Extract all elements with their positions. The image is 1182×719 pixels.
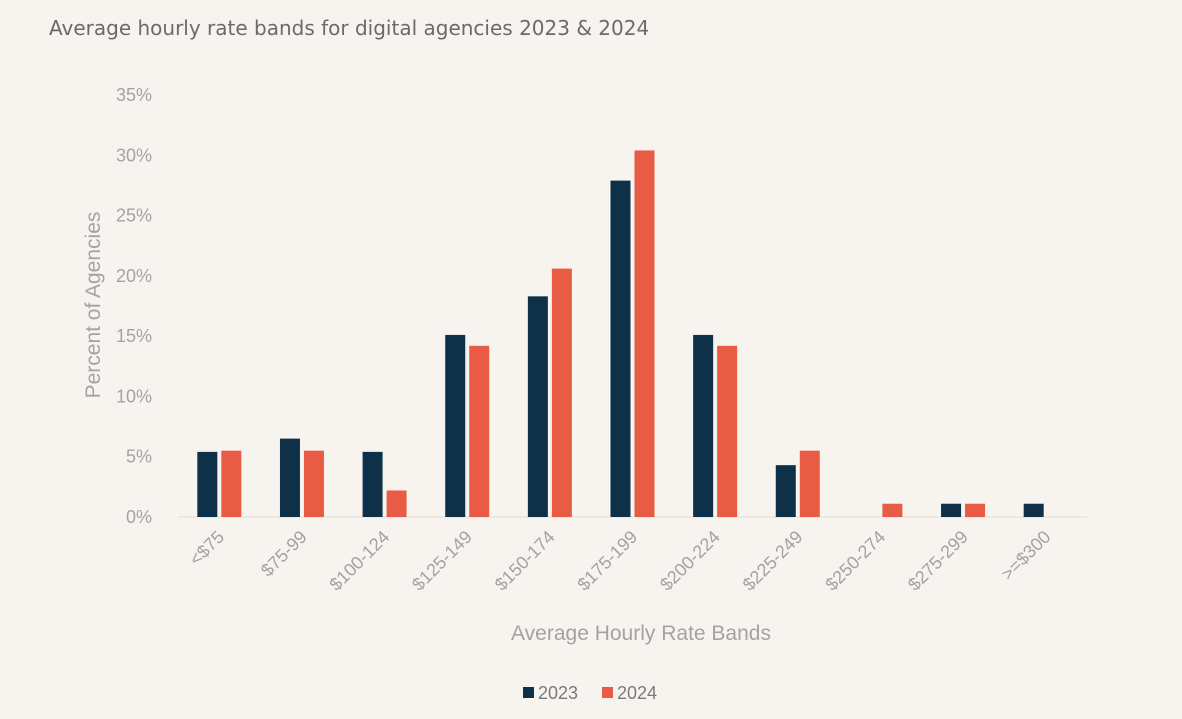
bar-2024 <box>469 345 490 517</box>
bar-2023 <box>693 334 714 517</box>
bars-group <box>197 150 1044 517</box>
bar-2023 <box>1023 503 1044 517</box>
legend-label-2024: 2024 <box>617 683 657 703</box>
bar-2024 <box>634 150 655 517</box>
y-tick-label: 25% <box>116 206 152 226</box>
chart-title: Average hourly rate bands for digital ag… <box>49 16 650 40</box>
bar-2023 <box>445 334 466 517</box>
legend: 2023 2024 <box>523 683 657 703</box>
y-tick-label: 0% <box>126 507 152 527</box>
bar-2023 <box>775 465 796 517</box>
y-tick-label: 15% <box>116 326 152 346</box>
bar-2023 <box>527 296 548 517</box>
x-tick-label: $250-274 <box>821 527 889 595</box>
legend-label-2023: 2023 <box>538 683 578 703</box>
bar-2023 <box>279 438 300 517</box>
x-axis-ticks: <$75 $75-99 $100-124 $125-149 $150-174 $175-1… <box>185 527 1054 595</box>
x-tick-label: $75-99 <box>257 527 311 581</box>
bar-2023 <box>941 503 962 517</box>
x-tick-label: <$75 <box>185 527 228 570</box>
x-tick-label: $275-299 <box>904 527 972 595</box>
bar-2024 <box>882 503 903 517</box>
bar-2024 <box>551 268 572 517</box>
y-axis-ticks: 0% 5% 10% 15% 20% 25% 30% 35% <box>116 85 152 527</box>
y-tick-label: 35% <box>116 85 152 105</box>
bar-2024 <box>799 450 820 517</box>
bar-2024 <box>717 345 738 517</box>
bar-2024 <box>386 490 407 517</box>
x-tick-label: $150-174 <box>491 527 559 595</box>
y-tick-label: 30% <box>116 145 152 165</box>
bar-2024 <box>303 450 324 517</box>
bar-2023 <box>197 451 218 517</box>
bar-2024 <box>965 503 986 517</box>
y-tick-label: 20% <box>116 266 152 286</box>
x-tick-label: $175-199 <box>573 527 641 595</box>
y-tick-label: 5% <box>126 447 152 467</box>
bar-2024 <box>221 450 242 517</box>
x-tick-label: >=$300 <box>997 527 1054 584</box>
x-tick-label: $125-149 <box>408 527 476 595</box>
x-tick-label: $200-224 <box>656 527 724 595</box>
y-tick-label: 10% <box>116 386 152 406</box>
legend-swatch-2024 <box>602 687 613 698</box>
x-axis-title: Average Hourly Rate Bands <box>511 622 771 645</box>
x-tick-label: $100-124 <box>325 527 393 595</box>
y-axis-title: Percent of Agencies <box>82 212 105 399</box>
legend-swatch-2023 <box>523 687 534 698</box>
x-tick-label: $225-249 <box>739 527 807 595</box>
bar-2023 <box>610 180 631 517</box>
bar-2023 <box>362 451 383 517</box>
